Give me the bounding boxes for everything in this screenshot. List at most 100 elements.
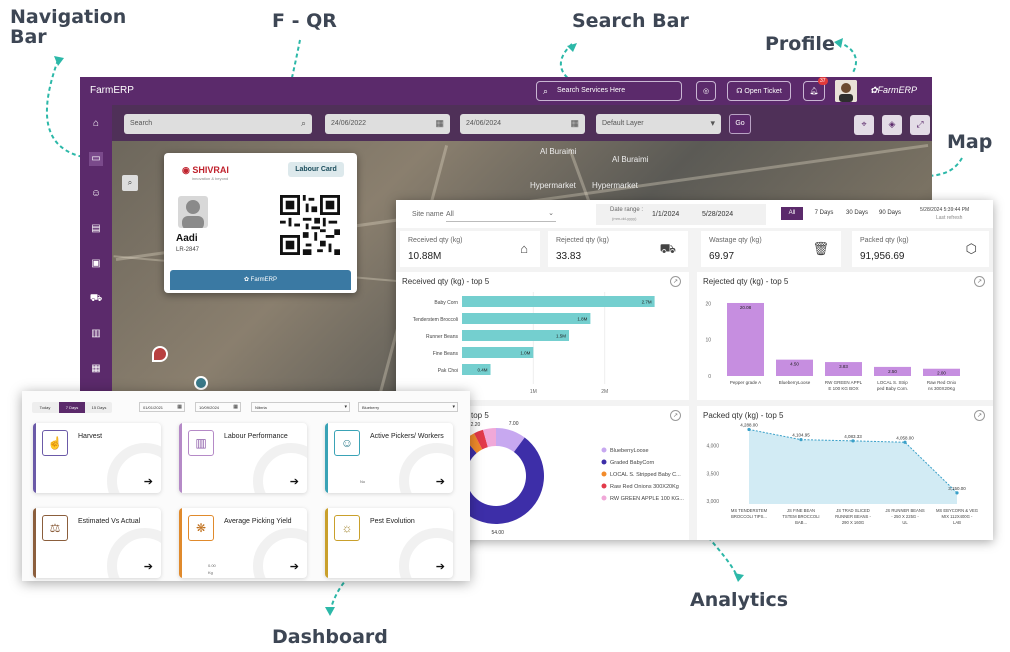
range-7days-button[interactable]: 7 Days [814,210,834,216]
chevron-down-icon: ▾ [452,404,455,410]
nav-monitor-icon[interactable]: ▭ [89,152,103,166]
labour-card-footer-text: FarmERP [250,277,278,283]
nav-report-icon[interactable]: ▤ [91,223,101,234]
shivrai-logo-icon: ◉ [182,165,190,175]
headset-icon: ☊ [736,88,743,95]
services-search-input[interactable]: ⌕ Search Services Here [536,81,682,101]
notification-badge: 37 [818,77,828,85]
data-label: 2.50 [888,369,897,374]
date-range-to[interactable]: 5/28/2024 [702,211,734,218]
scan-button[interactable]: ◎ [696,81,716,101]
category-label: JS RUNNER BEANS [885,508,925,513]
go-label: Go [735,120,745,127]
location-button[interactable]: ⌖ [854,115,874,135]
tile-pest-evolution[interactable]: ☼ Pest Evolution ➔ [325,508,453,578]
date-range-label: Date range : [610,207,644,213]
profile-avatar[interactable] [835,80,857,102]
map-pin[interactable] [152,346,168,362]
range-today-button[interactable]: Today [39,405,51,410]
dash-crop-select[interactable]: Blueberry ▾ [358,402,458,412]
category-label: Pepper grade A [730,380,761,385]
callout-search-bar: Search Bar [572,10,689,32]
nav-home-icon[interactable]: ⌂ [92,118,100,129]
category-label: RW GREEN APPL [825,380,863,385]
pie-slice [496,428,525,452]
callout-navigation-bar: Navigation Bar [10,6,127,48]
range-90days-button[interactable]: 90 Days [878,210,901,216]
expand-icon[interactable]: ↗ [974,276,985,287]
layers-button[interactable]: ◈ [882,115,902,135]
data-label: 1.0M [520,351,530,356]
map-search-placeholder: Search [130,120,153,127]
legend-swatch [601,459,607,465]
shivrai-logo: ◉ SHIVRAI [182,165,229,176]
data-point [799,438,803,442]
rejected-chart-svg: 0 10 20 20.08 Pepper grade A 4.50 BlueberryLoo… [705,301,960,391]
arrow-right-icon: ➔ [289,476,299,488]
range-15days-button[interactable]: 15 Days [91,405,107,410]
data-label: 4.50 [790,362,799,367]
worker-code: LR-2847 [176,247,200,253]
category-label: E 100 KG BOX [828,386,858,391]
expand-icon[interactable]: ↗ [670,410,681,421]
nav-calendar-icon[interactable]: ▦ [91,363,101,374]
notification-button[interactable]: 🔔︎ [803,81,825,101]
search-icon: ⌕ [543,86,549,96]
site-name-select[interactable]: All ⌄ [446,206,556,222]
category-label: Raw Red Onio [927,380,957,385]
arrow-right-icon: ➔ [289,561,299,573]
expand-icon[interactable]: ↗ [670,276,681,287]
legend-label: BlueberryLoose [610,448,649,454]
category-label: Baby Corn [434,300,458,306]
y-tick-label: 10 [705,338,711,344]
legend-label: Raw Red Onions 300X20Kg [610,484,679,490]
kpi-packed: Packed qty (kg) 91,956.69 ⬡ [852,231,989,267]
legend-label: Graded BabyCorn [610,460,654,466]
fullscreen-icon: ⤢ [916,119,924,129]
nav-chart-icon[interactable]: ▣ [91,258,101,269]
bar [923,368,960,376]
worker-name: Aadi [176,233,198,244]
range-30days-button[interactable]: 30 Days [845,210,868,216]
range-7days-button[interactable]: 7 Days [59,402,85,413]
layer-value: Default Layer [602,120,644,127]
layer-select[interactable]: Default Layer ▾ [596,114,721,134]
tile-average-picking-yield[interactable]: ❋ Average Picking Yield 0.00 Kg ➔ [179,508,307,578]
dash-farm-select[interactable]: Nibrria ▾ [251,402,350,412]
date-from-input[interactable]: 24/06/2022 ▦ [325,114,450,134]
open-ticket-button[interactable]: ☊ Open Ticket [727,81,791,101]
packed-chart: Packed qty (kg) - top 5 ↗ 3,000 3,500 4,00… [697,406,993,540]
tile-active-pickers[interactable]: ☺ Active Pickers/ Workers No ➔ [325,423,453,493]
fullscreen-button[interactable]: ⤢ [910,115,930,135]
map-search-input[interactable]: Search ⌕ [124,114,312,134]
date-range-from[interactable]: 1/1/2024 [652,211,680,218]
category-label: ns 300X20Kg [928,386,956,391]
pie-slice [448,437,544,524]
data-label: 3.83 [839,364,848,369]
go-button[interactable]: Go [729,114,751,134]
scan-icon: ◎ [702,88,710,95]
pie-slice [474,429,488,450]
data-label: 1.8M [577,317,587,322]
bar-chart-icon: ▥ [188,430,214,456]
expand-icon[interactable]: ↗ [974,410,985,421]
dash-date-from[interactable]: 01/01/2021 ▦ [139,402,185,412]
bar [462,330,569,341]
date-range-box: Date range : (mm-dd-yyyy) 1/1/2024 5/28/… [596,204,766,225]
tile-accent [179,423,182,493]
date-to-input[interactable]: 24/06/2024 ▦ [460,114,585,134]
range-all-button[interactable]: All [781,207,803,220]
nav-card-icon[interactable]: ▥ [91,328,101,339]
tile-labour-performance[interactable]: ▥ Labour Performance ➔ [179,423,307,493]
tile-estimated-vs-actual[interactable]: ⚖ Estimated Vs Actual ➔ [33,508,161,578]
labour-card: ◉ SHIVRAI innovation & beyond Labour Car… [164,153,357,293]
dash-date-to[interactable]: 10/09/2024 ▦ [195,402,241,412]
tile-accent [325,508,328,578]
tile-harvest[interactable]: ☝ Harvest ➔ [33,423,161,493]
map-pin[interactable] [194,376,208,390]
map-zoom-button[interactable]: ⌕ [122,175,138,191]
nav-user-icon[interactable]: ☺ [90,188,102,199]
tile-label: Active Pickers/ Workers [370,433,444,440]
category-label: MS TENDERSTEM [731,508,768,513]
nav-tractor-icon[interactable]: ⛟ [89,293,103,304]
